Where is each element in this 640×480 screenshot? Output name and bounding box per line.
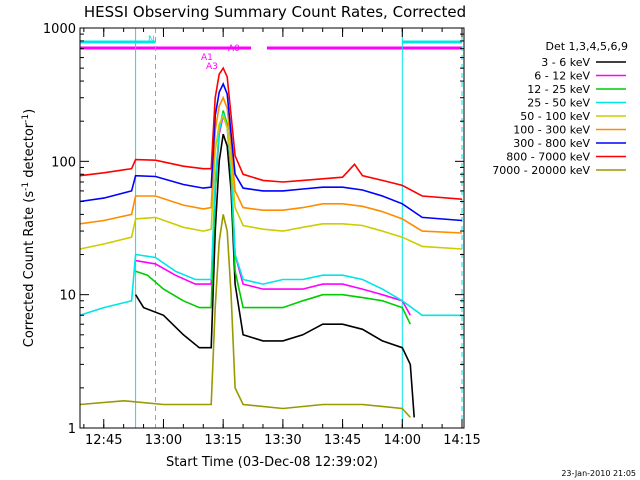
footer-timestamp: 23-Jan-2010 21:05 xyxy=(561,469,636,478)
legend-title: Det 1,3,4,5,6,9 xyxy=(545,40,628,53)
plot-frame xyxy=(79,27,465,429)
y-tick-label: 1 xyxy=(68,422,76,437)
series-line xyxy=(79,214,411,418)
chart-title: HESSI Observing Summary Count Rates, Cor… xyxy=(84,3,466,21)
x-tick-label: 13:15 xyxy=(204,433,241,448)
y-axis-label: Corrected Count Rate (s-1 detector-1) xyxy=(21,109,37,347)
y-tick-label: 100 xyxy=(51,155,76,170)
x-tick-label: 13:45 xyxy=(324,433,361,448)
series-line xyxy=(79,113,463,250)
legend-entry-label: 300 - 800 keV xyxy=(513,137,590,150)
legend-entry-label: 3 - 6 keV xyxy=(541,56,590,69)
series-line xyxy=(134,133,415,418)
series-line xyxy=(79,66,463,200)
x-tick-label: 14:15 xyxy=(443,433,480,448)
y-tick-label: 1000 xyxy=(43,22,76,37)
legend-entry-label: 50 - 100 keV xyxy=(520,110,590,123)
x-tick-label: 12:45 xyxy=(85,433,122,448)
attenuator-label-a1: A1 xyxy=(201,53,213,63)
legend-entry-label: 25 - 50 keV xyxy=(527,97,590,110)
x-tick-label: 14:00 xyxy=(384,433,421,448)
legend-entry-label: 6 - 12 keV xyxy=(534,70,590,83)
y-tick-label: 10 xyxy=(59,289,76,304)
legend-entry-label: 12 - 25 keV xyxy=(527,83,590,96)
legend-entry-label: 800 - 7000 keV xyxy=(506,151,590,164)
series-group xyxy=(79,66,463,418)
y-axis-ticks: 1 10 100 1000 xyxy=(43,22,464,437)
legend-entry-label: 100 - 300 keV xyxy=(513,124,590,137)
x-axis-label: Start Time (03-Dec-08 12:39:02) xyxy=(166,455,378,470)
series-line xyxy=(79,95,463,234)
vertical-markers xyxy=(135,28,463,428)
legend-entry-label: 7000 - 20000 keV xyxy=(492,164,590,177)
state-bars xyxy=(79,40,463,50)
x-tick-label: 13:30 xyxy=(264,433,301,448)
series-line xyxy=(79,82,463,222)
attenuator-label-a0: A0 xyxy=(228,44,240,54)
x-tick-label: 13:00 xyxy=(145,433,182,448)
night-label: N xyxy=(148,35,155,45)
attenuator-label-a3: A3 xyxy=(206,62,218,72)
x-axis-ticks: 12:45 13:00 13:15 13:30 13:45 14:00 14:15 xyxy=(83,28,481,448)
